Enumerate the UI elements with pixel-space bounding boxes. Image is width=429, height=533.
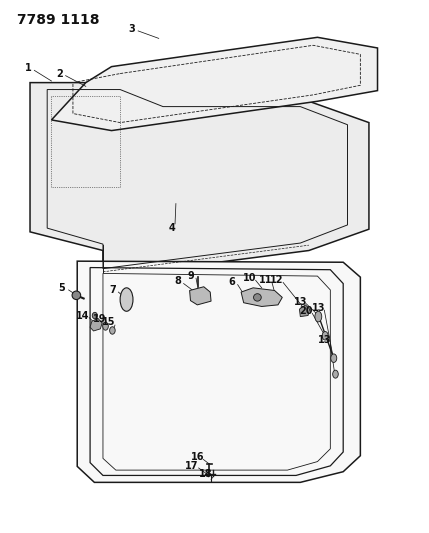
Text: 7: 7	[109, 285, 116, 295]
Polygon shape	[77, 261, 360, 482]
Polygon shape	[51, 37, 378, 131]
Text: 8: 8	[174, 277, 181, 286]
Text: 9: 9	[187, 271, 194, 281]
Text: 10: 10	[243, 273, 257, 283]
Text: 6: 6	[228, 278, 235, 287]
Text: 3: 3	[129, 24, 136, 34]
Ellipse shape	[333, 370, 338, 378]
Text: 13: 13	[317, 335, 331, 345]
Ellipse shape	[331, 354, 337, 362]
Ellipse shape	[72, 291, 81, 300]
Ellipse shape	[92, 312, 97, 319]
Text: 4: 4	[168, 223, 175, 233]
Polygon shape	[190, 287, 211, 305]
Ellipse shape	[110, 327, 115, 334]
Text: 12: 12	[269, 276, 283, 285]
Text: 5: 5	[58, 283, 65, 293]
Text: 11: 11	[259, 276, 273, 285]
Polygon shape	[241, 288, 282, 306]
Text: 7789 1118: 7789 1118	[17, 13, 100, 27]
Text: 15: 15	[102, 318, 116, 327]
Ellipse shape	[120, 288, 133, 311]
Polygon shape	[30, 83, 369, 277]
Text: 19: 19	[93, 314, 106, 324]
Text: 2: 2	[57, 69, 63, 78]
Text: 20: 20	[299, 306, 313, 316]
Text: 14: 14	[76, 311, 89, 320]
Text: 16: 16	[190, 453, 204, 462]
Text: 1: 1	[25, 63, 32, 73]
Ellipse shape	[322, 332, 328, 340]
Ellipse shape	[315, 311, 322, 322]
Text: 13: 13	[311, 303, 325, 313]
Text: 13: 13	[293, 297, 307, 306]
Text: 17: 17	[185, 461, 199, 471]
Ellipse shape	[254, 294, 261, 301]
Text: 18: 18	[199, 470, 213, 479]
Ellipse shape	[103, 322, 108, 330]
Polygon shape	[299, 305, 310, 317]
Polygon shape	[90, 318, 102, 331]
